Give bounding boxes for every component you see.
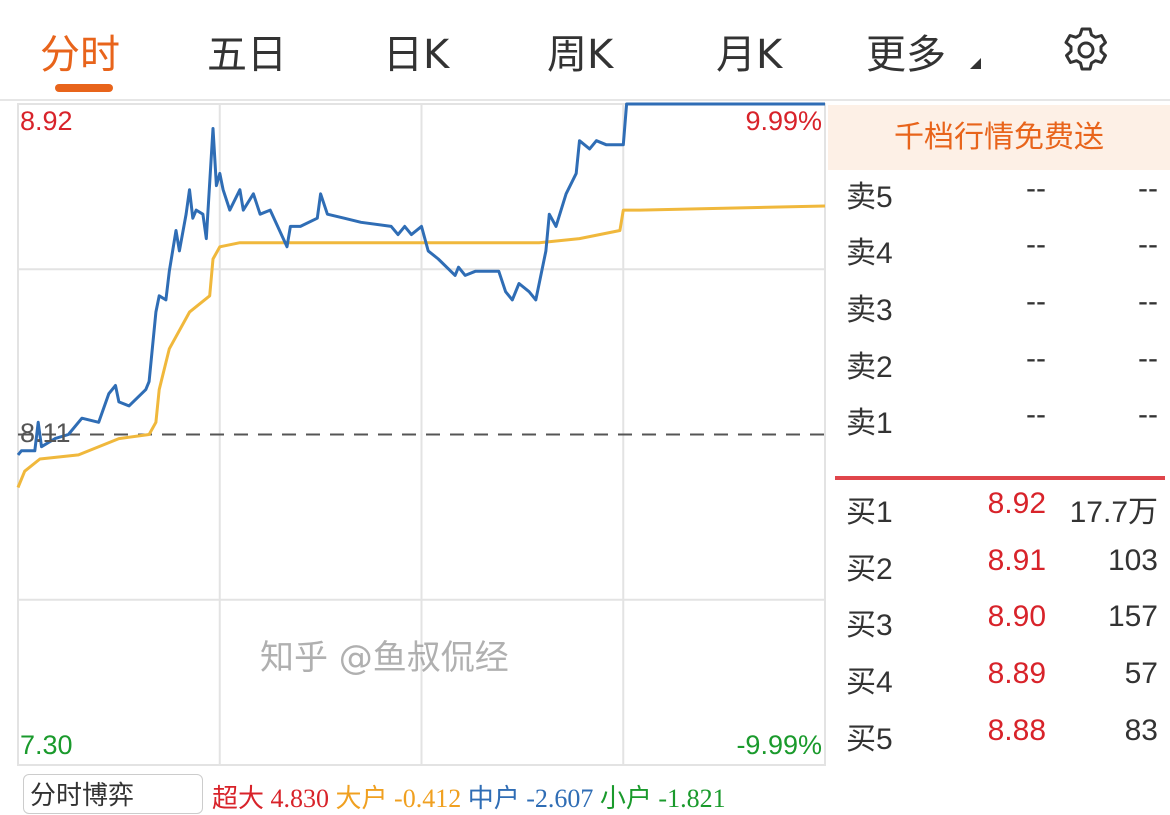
level-price: 8.89 <box>987 657 1046 690</box>
watermark: 知乎 @鱼叔侃经 <box>260 638 509 678</box>
flow-value: -1.821 <box>658 784 726 813</box>
bid-row: 买4 8.89 57 <box>846 657 1158 699</box>
intraday-game-button[interactable]: 分时博弈 <box>23 774 203 814</box>
ask-row: 卖3 -- -- <box>846 285 1158 327</box>
level-volume: -- <box>1138 285 1158 318</box>
level-volume: -- <box>1138 172 1158 205</box>
average-line <box>16 204 826 489</box>
level-price: -- <box>1026 342 1046 375</box>
capital-flow-stats: 超大 4.830 大户 -0.412 中户 -2.607 小户 -1.821 <box>212 778 726 815</box>
level-volume: 83 <box>1124 714 1158 747</box>
intraday-chart <box>16 102 826 766</box>
level-label: 买4 <box>846 666 893 699</box>
level-volume: -- <box>1138 342 1158 375</box>
high-pct-label: 9.99% <box>745 106 822 136</box>
dropdown-triangle-icon <box>970 58 981 69</box>
price-line <box>16 102 825 456</box>
bottom-bar: 分时博弈 超大 4.830 大户 -0.412 中户 -2.607 小户 -1.… <box>0 768 830 814</box>
tab-more[interactable]: 更多 <box>866 32 946 78</box>
tab-daily-k[interactable]: 日K <box>383 32 450 78</box>
ask-bid-divider <box>835 476 1165 480</box>
flow-stat: 超大 4.830 <box>212 784 336 813</box>
flow-label: 大户 <box>335 784 388 813</box>
level-volume: 103 <box>1107 544 1158 577</box>
ask-row: 卖5 -- -- <box>846 172 1158 214</box>
high-price-label: 8.92 <box>20 106 73 136</box>
level-label: 卖5 <box>846 181 893 214</box>
level-label: 卖4 <box>846 237 893 270</box>
order-book: 千档行情免费送 卖5 -- -- 卖4 -- -- 卖3 -- -- 卖2 -- -- 卖1 -- -- 买1… <box>828 105 1170 756</box>
low-pct-label: -9.99% <box>736 730 822 760</box>
tab-weekly-k[interactable]: 周K <box>547 32 614 78</box>
flow-stat: 中户 -2.607 <box>468 784 600 813</box>
level-volume: -- <box>1138 398 1158 431</box>
flow-value: -0.412 <box>394 784 462 813</box>
flow-value: -2.607 <box>526 784 594 813</box>
flow-label: 中户 <box>467 784 520 813</box>
level-label: 买1 <box>846 496 893 529</box>
ask-row: 卖4 -- -- <box>846 228 1158 270</box>
level-price: -- <box>1026 228 1046 261</box>
level-label: 卖1 <box>846 407 893 440</box>
bid-row: 买5 8.88 83 <box>846 714 1158 756</box>
tab-five-day[interactable]: 五日 <box>207 32 287 78</box>
ask-row: 卖1 -- -- <box>846 398 1158 440</box>
level-label: 卖2 <box>846 351 893 384</box>
level-price: 8.88 <box>987 714 1046 747</box>
flow-value: 4.830 <box>270 784 330 813</box>
active-tab-indicator <box>55 84 113 92</box>
level-price: 8.90 <box>987 600 1046 633</box>
prev-close-label: 8.11 <box>20 418 71 448</box>
ask-row: 卖2 -- -- <box>846 342 1158 384</box>
level-label: 买2 <box>846 553 893 586</box>
level-label: 买3 <box>846 609 893 642</box>
level-label: 买5 <box>846 723 893 756</box>
tab-monthly-k[interactable]: 月K <box>716 32 783 78</box>
tab-intraday[interactable]: 分时 <box>40 32 120 78</box>
free-level2-banner[interactable]: 千档行情免费送 <box>828 105 1170 170</box>
flow-label: 小户 <box>599 784 652 813</box>
level-volume: -- <box>1138 228 1158 261</box>
level-label: 卖3 <box>846 294 893 327</box>
level-volume: 57 <box>1124 657 1158 690</box>
level-volume: 157 <box>1107 600 1158 633</box>
flow-stat: 小户 -1.821 <box>600 784 726 813</box>
level-price: 8.92 <box>987 487 1046 520</box>
level-volume: 17.7万 <box>1069 496 1158 529</box>
bid-row: 买3 8.90 157 <box>846 600 1158 642</box>
flow-label: 超大 <box>212 784 265 813</box>
bid-row: 买1 8.92 17.7万 <box>846 487 1158 529</box>
level-price: 8.91 <box>987 544 1046 577</box>
low-price-label: 7.30 <box>20 730 73 760</box>
level-price: -- <box>1026 398 1046 431</box>
level-price: -- <box>1026 285 1046 318</box>
level-price: -- <box>1026 172 1046 205</box>
period-tabs: 分时 五日 日K 周K 月K 更多 <box>0 0 1170 101</box>
bid-row: 买2 8.91 103 <box>846 544 1158 586</box>
flow-stat: 大户 -0.412 <box>336 784 468 813</box>
gear-icon[interactable] <box>1062 26 1110 74</box>
